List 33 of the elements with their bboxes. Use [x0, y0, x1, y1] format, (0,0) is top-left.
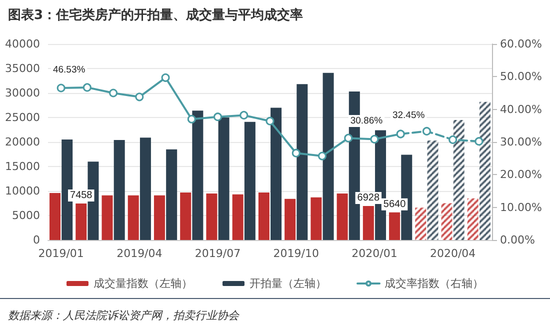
- source-note: 数据来源：人民法院诉讼资产网，拍卖行业协会: [8, 308, 239, 323]
- data-label: 7458: [70, 190, 93, 201]
- chart-title: 图表3：住宅类房产的开拍量、成交量与平均成交率: [8, 6, 304, 24]
- data-label: 5640: [383, 198, 406, 210]
- data-label: 32.45%: [392, 110, 426, 122]
- legend-label: 开拍量（左轴）: [250, 277, 326, 290]
- data-label: 6928: [357, 192, 380, 204]
- y-tick-label: 40000: [5, 38, 40, 50]
- y-tick-label: 35000: [5, 62, 40, 75]
- x-tick-label: 2020/04: [430, 247, 476, 260]
- y-tick-label: 25000: [5, 111, 40, 124]
- x-tick-label: 2019/04: [116, 247, 162, 260]
- y-tick-label: 15000: [5, 160, 40, 173]
- x-tick-label: 2019/01: [38, 247, 84, 260]
- x-tick-label: 2019/10: [273, 247, 319, 260]
- y-tick-label: 20000: [5, 136, 40, 148]
- y-tick-label: 30000: [5, 86, 40, 100]
- data-label: 30.86%: [350, 115, 384, 126]
- y-tick-label: 10000: [5, 184, 40, 198]
- y-tick-label: 5000: [12, 209, 40, 222]
- x-tick-label: 2019/07: [194, 247, 241, 260]
- y2-tick-label: 50.00%: [500, 70, 542, 84]
- y2-tick-label: 10.00%: [500, 200, 542, 214]
- y2-tick-label: 0.00%: [500, 234, 535, 246]
- legend-label: 成交量指数（左轴）: [94, 277, 192, 290]
- y-tick-label: 0: [33, 234, 40, 246]
- y2-tick-label: 30.00%: [500, 136, 542, 148]
- legend-label: 成交率指数（右轴）: [384, 277, 484, 290]
- y2-tick-label: 20.00%: [500, 168, 542, 182]
- x-tick-label: 2020/01: [352, 247, 398, 260]
- y2-tick-label: 40.00%: [500, 102, 542, 116]
- data-label: 46.53%: [52, 64, 86, 76]
- y2-tick-label: 60.00%: [500, 38, 542, 50]
